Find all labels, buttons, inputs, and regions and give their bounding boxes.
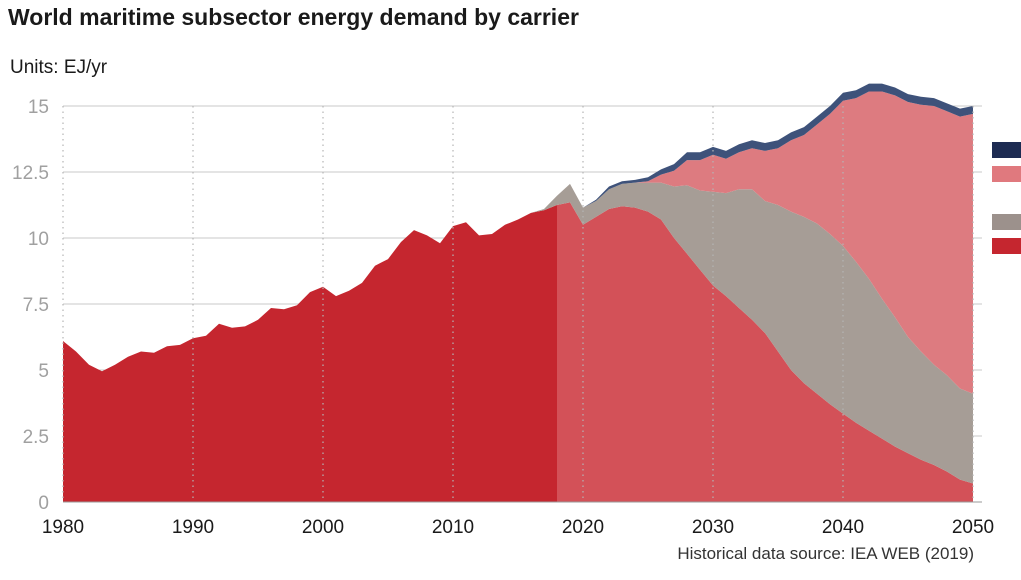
legend-swatch — [992, 142, 1021, 158]
area-series-1-projection — [557, 202, 973, 502]
area-series-1-historical — [63, 205, 557, 502]
legend-swatch — [992, 238, 1021, 254]
x-tick-label: 2020 — [562, 517, 604, 538]
legend-swatch — [992, 214, 1021, 230]
x-tick-label: 1980 — [42, 517, 84, 538]
source-note: Historical data source: IEA WEB (2019) — [677, 544, 974, 563]
units-label: Units: EJ/yr — [10, 57, 108, 78]
y-tick-label: 0 — [38, 493, 49, 514]
y-tick-label: 5 — [38, 361, 49, 382]
x-tick-label: 2010 — [432, 517, 474, 538]
chart-title: World maritime subsector energy demand b… — [8, 4, 579, 30]
chart-areas — [63, 83, 973, 502]
legend-swatch — [992, 166, 1021, 182]
area-series-2 — [63, 182, 973, 484]
y-tick-label: 12.5 — [12, 163, 49, 184]
x-tick-label: 2000 — [302, 517, 344, 538]
vertical-gridlines — [62, 106, 982, 503]
x-tick-label: 1990 — [172, 517, 214, 538]
x-axis-ticks: 1980 1990 2000 2010 2020 2030 2040 2050 — [42, 517, 994, 538]
y-tick-label: 10 — [28, 229, 49, 250]
y-tick-label: 15 — [28, 97, 49, 118]
x-tick-label: 2040 — [822, 517, 864, 538]
area-series-3 — [63, 91, 973, 394]
y-tick-label: 2.5 — [23, 427, 49, 448]
x-tick-label: 2050 — [952, 517, 994, 538]
y-axis-ticks: 0 2.5 5 7.5 10 12.5 15 — [12, 97, 49, 514]
y-tick-label: 7.5 — [23, 295, 49, 316]
x-tick-label: 2030 — [692, 517, 734, 538]
